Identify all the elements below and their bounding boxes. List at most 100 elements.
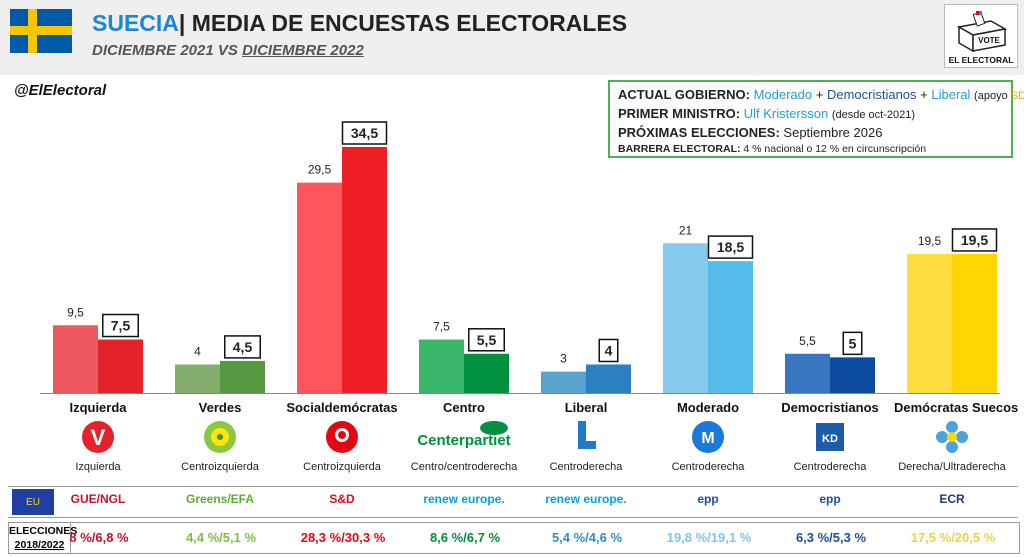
next-elections-value: Septiembre 2026 xyxy=(783,125,883,140)
party-logo-icon xyxy=(528,419,644,455)
party-logo-icon xyxy=(894,419,1010,455)
bar-2021-5 xyxy=(663,243,708,393)
data-label-box-2022-5 xyxy=(707,235,754,259)
gov-party-1: Moderado xyxy=(753,87,813,102)
data-label-2022-5: 18,5 xyxy=(717,239,744,255)
bar-2022-3 xyxy=(464,353,509,393)
next-elections-label: PRÓXIMAS ELECCIONES: xyxy=(618,125,780,140)
bar-2022-4 xyxy=(586,364,631,393)
elections-label-line-1: ELECCIONES xyxy=(9,525,78,537)
gov-label: ACTUAL GOBIERNO: xyxy=(618,87,750,102)
party-column-2: Socialdemócratas Centroizquierda xyxy=(284,400,400,473)
bar-2021-2 xyxy=(297,182,342,393)
party-labels-row: Izquierda V Izquierda Verdes Centroizquierda… xyxy=(0,400,1024,480)
bar-2022-1 xyxy=(220,360,265,393)
svg-text:KD: KD xyxy=(822,433,838,445)
eu-group-logo: renew europe. xyxy=(545,492,627,506)
page-subtitle: DICIEMBRE 2021 VS DICIEMBRE 2022 xyxy=(92,42,364,59)
barrier-value: 4 % nacional o 12 % en circunscripción xyxy=(743,143,927,155)
pm-since: (desde oct-2021) xyxy=(831,109,916,121)
election-result: 5,4 %/4,6 % xyxy=(551,530,623,545)
eu-groups-row: EU GUE/NGL Greens/EFA S&D renew europe. rene… xyxy=(8,486,1018,518)
eu-group-logo: ECR xyxy=(939,492,965,506)
party-logo-icon: M xyxy=(650,419,766,455)
party-ideology: Centroderecha xyxy=(671,461,745,473)
barrier-row: BARRERA ELECTORAL: 4 % nacional o 12 % e… xyxy=(618,141,1003,158)
eu-group-logo: Greens/EFA xyxy=(185,492,255,506)
data-label-box-2022-0 xyxy=(102,313,139,338)
pm-name: Ulf Kristersson xyxy=(743,106,829,121)
data-label-2022-0: 7,5 xyxy=(111,318,131,334)
gov-party-3: Liberal xyxy=(931,87,971,102)
data-label-box-2022-6 xyxy=(842,331,863,356)
header-bar: SUECIA| MEDIA DE ENCUESTAS ELECTORALES D… xyxy=(0,0,1024,75)
eu-group-logo: epp xyxy=(819,492,841,506)
data-label-2021-4: 3 xyxy=(560,352,567,366)
logo-vote-text: VOTE xyxy=(978,36,1000,45)
party-name: Demócratas Suecos xyxy=(894,400,1019,415)
data-label-2022-2: 34,5 xyxy=(351,125,378,141)
svg-text:V: V xyxy=(91,425,106,450)
elections-label: ELECCIONES 2018/2022 xyxy=(9,523,78,553)
party-ideology: Izquierda xyxy=(75,461,121,473)
bar-2021-7 xyxy=(907,253,952,393)
gov-support-pre: (apoyo xyxy=(974,90,1011,102)
election-result: 8 %/6,8 % xyxy=(69,530,129,545)
twitter-handle: @ElElectoral xyxy=(14,82,107,99)
eu-flag-label: EU xyxy=(26,496,40,508)
party-name: Democristianos xyxy=(781,400,879,415)
party-name: Socialdemócratas xyxy=(286,400,398,415)
party-logo-icon xyxy=(284,419,400,455)
election-result: 17,5 %/20,5 % xyxy=(910,530,996,545)
svg-text:M: M xyxy=(701,430,714,447)
ballot-box-icon: VOTE EL ELECTORAL xyxy=(949,11,1014,65)
sweden-flag-icon xyxy=(10,9,72,53)
bar-2022-0 xyxy=(98,339,143,393)
party-logo-icon xyxy=(162,419,278,455)
el-electoral-logo: VOTE EL ELECTORAL xyxy=(944,4,1018,68)
data-label-2022-3: 5,5 xyxy=(477,332,497,348)
elections-label-line-2: 2018/2022 xyxy=(14,539,65,551)
election-result: 28,3 %/30,3 % xyxy=(300,530,386,545)
party-name: Liberal xyxy=(564,400,608,415)
party-ideology: Centroderecha xyxy=(793,461,867,473)
data-label-box-2022-4 xyxy=(598,338,619,363)
election-result: 4,4 %/5,1 % xyxy=(185,530,257,545)
logo-brand-text: EL ELECTORAL xyxy=(949,55,1014,65)
party-ideology: Centro/centroderecha xyxy=(410,461,518,473)
eu-group-logo: renew europe. xyxy=(423,492,505,506)
data-label-box-2022-7 xyxy=(951,228,998,252)
barrier-label: BARRERA ELECTORAL: xyxy=(618,143,741,155)
bar-2022-2 xyxy=(342,147,387,393)
party-column-4: Liberal Centroderecha xyxy=(528,400,644,473)
party-name: Centro xyxy=(443,400,485,415)
data-label-box-2022-2 xyxy=(341,121,388,145)
data-label-2022-7: 19,5 xyxy=(961,232,988,248)
party-ideology: Derecha/Ultraderecha xyxy=(898,461,1006,473)
gov-party-2: Democristianos xyxy=(826,87,917,102)
party-column-0: Izquierda V Izquierda xyxy=(40,400,156,473)
data-label-box-2022-3 xyxy=(468,328,505,352)
bar-2021-1 xyxy=(175,364,220,393)
data-label-2021-1: 4 xyxy=(194,344,201,358)
party-column-7: Demócratas Suecos Derecha/Ultraderecha xyxy=(894,400,1019,473)
pm-label: PRIMER MINISTRO: xyxy=(618,106,741,121)
bar-2021-0 xyxy=(53,325,98,393)
data-label-2021-5: 21 xyxy=(679,223,693,237)
party-column-3: Centro Centerpartiet Centro/centroderecha xyxy=(406,400,522,473)
title-text: | MEDIA DE ENCUESTAS ELECTORALES xyxy=(178,10,628,36)
subtitle-vs: VS xyxy=(217,42,238,59)
party-column-1: Verdes Centroizquierda xyxy=(162,400,278,473)
svg-text:Centerpartiet: Centerpartiet xyxy=(417,432,510,449)
bar-2021-3 xyxy=(419,339,464,393)
country-name: SUECIA xyxy=(92,10,179,36)
gov-plus-1: + xyxy=(815,87,824,102)
data-label-2022-6: 5 xyxy=(849,335,857,351)
bar-2022-7 xyxy=(952,253,997,393)
prime-minister-row: PRIMER MINISTRO: Ulf Kristersson (desde … xyxy=(618,105,1003,124)
data-label-box-2022-1 xyxy=(224,335,261,359)
party-name: Moderado xyxy=(676,400,740,415)
eu-group-logo: epp xyxy=(697,492,719,506)
bar-2022-5 xyxy=(708,261,753,393)
party-logo-icon: KD xyxy=(772,419,888,455)
